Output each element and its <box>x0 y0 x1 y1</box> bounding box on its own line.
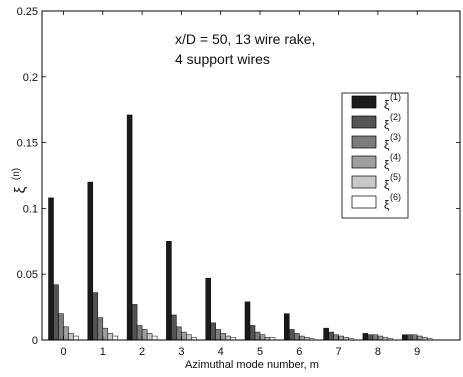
x-tick-label: 0 <box>60 346 66 358</box>
bar-m5-series-1 <box>244 301 251 341</box>
bar-m8-series-3 <box>372 334 379 341</box>
bar-m2-series-6 <box>151 335 158 341</box>
bar-m5-series-4 <box>259 334 266 341</box>
bar-m4-series-5 <box>225 335 231 341</box>
bar-m9-series-4 <box>416 335 423 341</box>
x-tick-label: 8 <box>375 346 381 358</box>
legend-swatch-4 <box>351 155 377 169</box>
bar-m0-series-2 <box>53 284 59 341</box>
bar-m0-series-4 <box>63 326 69 341</box>
x-tick-label: 5 <box>257 346 263 358</box>
bar-m7-series-2 <box>328 331 334 341</box>
bar-m9-series-2 <box>406 334 413 341</box>
y-axis-label-symbol: ξ <box>12 186 29 193</box>
bar-m9-series-1 <box>401 334 408 341</box>
bar-m6-series-2 <box>289 329 295 341</box>
legend-swatch-1 <box>351 95 377 109</box>
y-axis-label-superscript: (n) <box>11 168 22 180</box>
legend-label-2: ξ <box>384 118 390 132</box>
legend-label-5: ξ <box>384 178 390 192</box>
x-tick-label: 4 <box>218 346 224 358</box>
bar-m0-series-1 <box>48 197 54 341</box>
legend-label-6: ξ <box>384 198 390 212</box>
bar-m7-series-3 <box>333 334 339 341</box>
x-tick-label: 2 <box>139 346 145 358</box>
bar-m2-series-1 <box>126 114 133 341</box>
bar-m6-series-4 <box>299 335 305 341</box>
bar-m8-series-1 <box>362 333 369 341</box>
legend-swatch-5 <box>351 175 377 189</box>
legend-label-1: ξ <box>384 98 390 112</box>
bar-m0-series-5 <box>68 333 74 341</box>
bar-m4-series-3 <box>215 329 221 341</box>
x-tick-label: 3 <box>178 346 184 358</box>
legend-label-sup-2: (2) <box>390 112 401 122</box>
bar-m4-series-1 <box>205 277 211 341</box>
legend-label-sup-6: (6) <box>390 192 401 202</box>
y-tick-label: 0.15 <box>17 138 38 150</box>
bar-m2-series-4 <box>141 329 148 341</box>
bar-m1-series-1 <box>87 181 94 341</box>
axes-frame <box>41 10 461 341</box>
bar-m1-series-5 <box>107 333 114 341</box>
y-tick-label: 0.25 <box>17 6 38 18</box>
legend-label-4: ξ <box>384 158 390 172</box>
bar-m8-series-4 <box>377 335 384 341</box>
bar-m1-series-6 <box>112 335 119 341</box>
bar-m3-series-5 <box>186 334 192 341</box>
bar-m1-series-2 <box>92 292 99 341</box>
legend-label-sup-3: (3) <box>390 132 401 142</box>
y-tick-label: 0.05 <box>17 269 38 281</box>
legend-swatch-3 <box>351 135 377 149</box>
bar-m2-series-5 <box>146 333 153 341</box>
bar-m3-series-2 <box>171 314 177 341</box>
annotation-line-2: 4 support wires <box>175 51 270 67</box>
legend-label-sup-1: (1) <box>390 92 401 102</box>
bar-m2-series-3 <box>136 325 143 341</box>
bar-m3-series-4 <box>181 331 187 341</box>
legend-label-sup-4: (4) <box>390 152 401 162</box>
bar-m4-series-4 <box>220 333 226 341</box>
x-tick-label: 7 <box>336 346 342 358</box>
bar-m4-series-2 <box>210 322 216 341</box>
x-tick-label: 1 <box>100 346 106 358</box>
bar-m3-series-3 <box>176 326 182 341</box>
bar-m6-series-1 <box>284 313 290 341</box>
y-axis-label: ξ (n) <box>11 168 29 193</box>
x-tick-label: 9 <box>414 346 420 358</box>
bar-m7-series-1 <box>323 327 329 341</box>
bar-m1-series-3 <box>97 317 104 341</box>
x-axis-label: Azimuthal mode number, m <box>185 359 319 371</box>
bar-m5-series-2 <box>249 325 256 341</box>
bar-m0-series-3 <box>58 313 64 341</box>
bar-m0-series-6 <box>73 335 79 341</box>
legend: ξ(1)ξ(2)ξ(3)ξ(4)ξ(5)ξ(6) <box>341 92 409 219</box>
annotation-line-1: x/D = 50, 13 wire rake, <box>175 31 315 47</box>
bar-m2-series-2 <box>131 304 138 341</box>
legend-swatch-2 <box>351 115 377 129</box>
bar-m1-series-4 <box>102 327 109 341</box>
bar-m3-series-1 <box>166 241 172 341</box>
bar-m5-series-3 <box>254 331 261 341</box>
y-tick-label: 0 <box>32 335 38 347</box>
bar-m6-series-3 <box>294 333 300 341</box>
axes: 0 0.05 0.1 0.15 0.2 0.25 0 1 2 3 4 5 6 7 8 9 <box>17 6 461 358</box>
legend-label-sup-5: (5) <box>390 172 401 182</box>
legend-label-3: ξ <box>384 138 390 152</box>
annotation: x/D = 50, 13 wire rake, 4 support wires <box>175 31 315 67</box>
bar-m9-series-3 <box>411 334 418 341</box>
legend-swatch-6 <box>351 195 377 209</box>
bar-m7-series-4 <box>338 335 344 341</box>
y-tick-label: 0.2 <box>23 72 38 84</box>
bar-m8-series-2 <box>367 334 374 341</box>
y-tick-label: 0.1 <box>23 203 38 215</box>
x-tick-label: 6 <box>296 346 302 358</box>
